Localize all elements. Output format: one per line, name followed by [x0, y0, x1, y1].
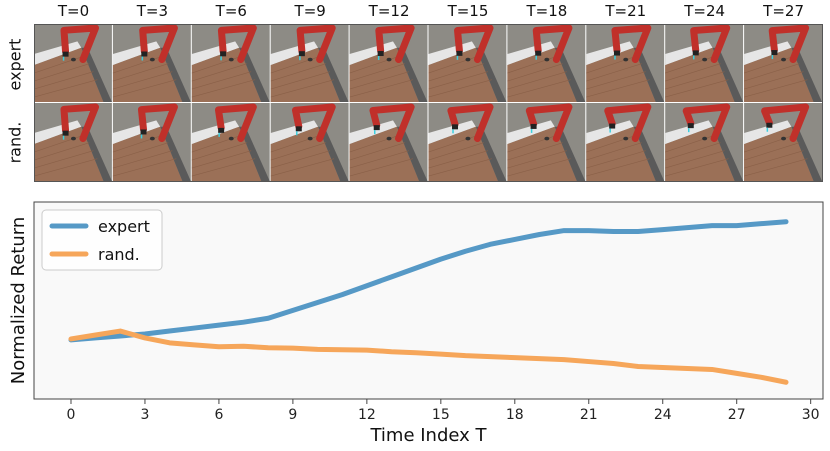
x-tick-label: 9 — [288, 407, 297, 423]
frame-time-label: T=18 — [526, 2, 568, 20]
y-axis-label: Normalized Return — [8, 217, 29, 385]
robot-frame-thumbnail — [191, 103, 270, 181]
x-tick-label: 15 — [432, 407, 450, 423]
robot-frame-thumbnail — [34, 103, 112, 181]
x-axis-label: Time Index T — [369, 425, 487, 446]
frame-time-label: T=15 — [447, 2, 489, 20]
x-tick-label: 18 — [506, 407, 524, 423]
frame-time-label: T=6 — [215, 2, 247, 20]
x-tick-label: 30 — [802, 407, 820, 423]
robot-frame-thumbnail — [428, 103, 507, 181]
robot-frame-thumbnail — [507, 24, 586, 102]
robot-frame-thumbnail — [586, 24, 665, 102]
x-tick-label: 24 — [654, 407, 672, 423]
robot-frame-thumbnail — [744, 24, 822, 102]
frame-time-label: T=0 — [57, 2, 90, 20]
robot-frame-thumbnail — [744, 103, 822, 181]
robot-frame-thumbnail — [586, 103, 665, 181]
frame-time-label: T=27 — [763, 2, 804, 20]
robot-frame-thumbnail — [34, 24, 112, 102]
robot-frame-thumbnail — [270, 24, 349, 102]
series-line-expert — [68, 219, 789, 343]
legend-label: rand. — [98, 245, 140, 264]
x-tick-label: 0 — [67, 407, 76, 423]
x-tick-label: 27 — [728, 407, 746, 423]
robot-frame-thumbnail — [112, 103, 191, 181]
robot-frame-thumbnail — [270, 103, 349, 181]
robot-frame-thumbnail — [665, 24, 744, 102]
robot-frame-thumbnail — [349, 24, 428, 102]
frames-grid — [34, 24, 823, 182]
legend-label: expert — [98, 217, 150, 236]
legend: expert rand. — [41, 209, 163, 271]
robot-frame-thumbnail — [428, 24, 507, 102]
frame-time-label: T=3 — [136, 2, 169, 20]
frame-time-label: T=21 — [605, 2, 647, 20]
x-tick-label: 3 — [140, 407, 149, 423]
robot-frame-thumbnail — [507, 103, 586, 181]
frame-time-label: T=9 — [294, 2, 326, 20]
x-tick-label: 21 — [580, 407, 598, 423]
robot-frame-thumbnail — [112, 24, 191, 102]
x-tick-label: 12 — [358, 407, 376, 423]
x-tick-label: 6 — [214, 407, 223, 423]
robot-frame-thumbnail — [191, 24, 270, 102]
frame-time-label: T=24 — [684, 2, 726, 20]
series-line-rand — [68, 328, 789, 385]
robot-frame-thumbnail — [665, 103, 744, 181]
robot-frame-thumbnail — [349, 103, 428, 181]
frame-time-labels: T=0 T=3 T=6 T=9 T=12 T=15 T=18 T=21 T=24 T=27 — [34, 2, 824, 24]
frame-time-label: T=12 — [368, 2, 410, 20]
